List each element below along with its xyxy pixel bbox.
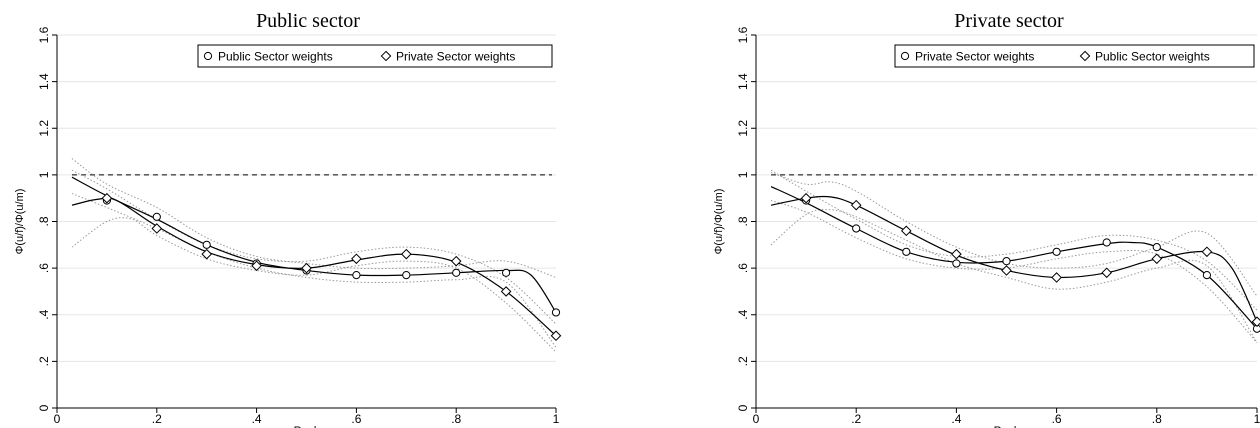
x-tick-label: 0 (54, 412, 61, 426)
series-line-2 (71, 197, 557, 337)
legend-label: Public Sector weights (218, 50, 333, 64)
data-point-diamond (201, 248, 213, 260)
legend-label: Private Sector weights (915, 50, 1034, 64)
data-point-circle (902, 247, 911, 256)
panel-public-sector: Public sector 0 .2 .4 .6 .8 1 0 .2 .4 .6 .8 1 1.2 1.4… (14, 10, 562, 428)
y-axis-label: Φ(u/f)/Φ(u/m) (713, 189, 725, 255)
data-point-diamond (800, 192, 812, 204)
data-point-circle (1202, 271, 1212, 280)
data-point-diamond (1101, 267, 1113, 279)
chart-title: Public sector (256, 10, 360, 32)
y-tick-label: 0 (736, 404, 750, 411)
data-point-circle (502, 268, 511, 277)
legend-marker-circle (203, 51, 213, 61)
y-tick-label: 0 (37, 404, 51, 411)
data-point-circle (1052, 247, 1061, 256)
y-tick-label: .4 (37, 309, 51, 319)
series-line-1 (71, 176, 557, 313)
legend-box (894, 44, 1255, 68)
y-tick-label: 1.2 (37, 120, 51, 137)
ci-lower-2 (770, 209, 1258, 344)
data-point-diamond (850, 199, 862, 211)
data-point-circle (452, 268, 461, 277)
data-point-diamond (951, 248, 962, 260)
legend-label: Private Sector weights (396, 50, 515, 64)
data-point-circle (1002, 257, 1011, 266)
panel-private-sector: Private sector 0 .2 .4 .6 .8 1 0 .2 .4 .6 .8 1 1.2 1.… (713, 10, 1260, 428)
x-tick-label: .8 (451, 412, 461, 426)
data-point-circle (352, 271, 361, 280)
x-tick-label: 0 (753, 412, 760, 426)
data-point-circle (551, 308, 561, 317)
x-tick-label: .8 (1152, 412, 1162, 426)
y-tick-label: .8 (37, 216, 51, 226)
data-point-circle (152, 212, 161, 221)
y-tick-label: 1.6 (37, 26, 51, 43)
legend-box (197, 44, 553, 68)
data-point-circle (952, 259, 961, 268)
y-axis-label: Φ(u/f)/Φ(u/m) (14, 189, 26, 255)
y-tick-label: 1 (736, 171, 750, 178)
legend: Public Sector weights Private Sector weig… (197, 44, 553, 68)
data-point-diamond (500, 286, 512, 297)
y-tick-label: 1 (37, 171, 51, 178)
x-tick-label: .4 (951, 412, 961, 426)
data-point-diamond (101, 192, 113, 204)
ci-lower-1 (71, 193, 557, 348)
data-point-diamond (1201, 246, 1213, 258)
y-tick-label: 1.2 (736, 120, 750, 137)
y-tick-label: .6 (37, 263, 51, 273)
y-tick-label: .4 (736, 309, 750, 319)
data-point-circle (852, 224, 861, 233)
y-tick-label: .2 (736, 356, 750, 366)
data-point-diamond (1001, 265, 1012, 276)
x-tick-label: .2 (851, 412, 861, 426)
data-point-diamond (900, 225, 912, 237)
data-point-circle (202, 240, 211, 249)
data-point-diamond (351, 253, 362, 265)
y-tick-label: 1.4 (37, 73, 51, 90)
x-tick-label: 1 (553, 412, 560, 426)
data-point-diamond (151, 223, 163, 234)
data-point-diamond (1051, 272, 1062, 283)
data-point-diamond (1251, 316, 1260, 328)
x-axis-label: Rank (294, 425, 320, 428)
data-point-diamond (400, 248, 412, 260)
series-line-2 (770, 195, 1258, 322)
data-point-diamond (1151, 253, 1163, 265)
legend: Private Sector weights Public Sector weig… (894, 44, 1255, 68)
data-point-circle (1152, 243, 1161, 252)
x-tick-label: .6 (1052, 412, 1062, 426)
ci-upper-2 (770, 172, 1258, 297)
y-tick-label: .8 (736, 216, 750, 226)
x-tick-label: .6 (351, 412, 361, 426)
legend-label: Public Sector weights (1095, 50, 1210, 64)
data-point-circle (1102, 238, 1111, 247)
ci-upper-1 (770, 169, 1258, 311)
x-tick-label: 1 (1254, 412, 1260, 426)
ci-upper-1 (71, 158, 557, 278)
y-tick-label: 1.6 (736, 26, 750, 43)
x-axis-label: Rank (994, 425, 1020, 428)
data-point-diamond (301, 262, 312, 274)
chart-title: Private sector (954, 10, 1064, 32)
legend-marker-diamond (1079, 50, 1091, 62)
y-tick-label: .6 (736, 263, 750, 273)
legend-marker-circle (900, 51, 910, 61)
y-tick-label: .2 (37, 356, 51, 366)
x-tick-label: .4 (252, 412, 262, 426)
ci-upper-2 (71, 169, 557, 325)
series-line-1 (770, 185, 1258, 330)
x-tick-label: .2 (152, 412, 162, 426)
data-point-diamond (450, 255, 462, 267)
y-tick-label: 1.4 (736, 73, 750, 90)
legend-marker-diamond (380, 50, 392, 62)
data-point-diamond (251, 260, 262, 272)
data-point-diamond (550, 330, 562, 342)
ci-lower-2 (71, 217, 557, 353)
data-point-circle (402, 271, 411, 280)
